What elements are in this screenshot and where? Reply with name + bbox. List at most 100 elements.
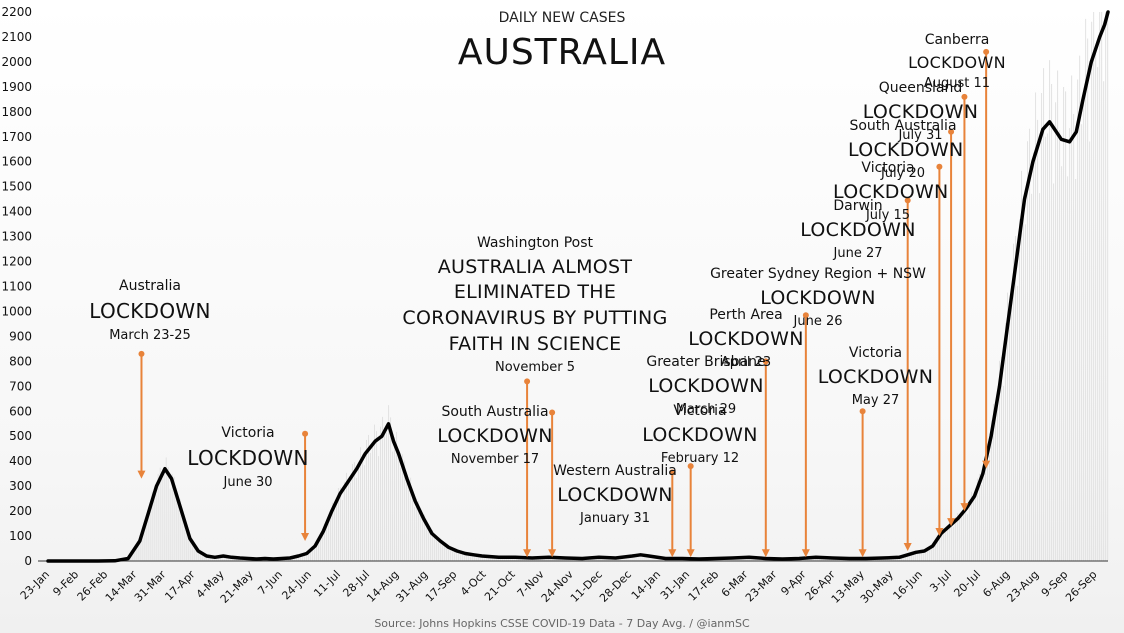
annotation-region: Victoria xyxy=(673,403,727,419)
annotation-region: Canberra xyxy=(924,32,990,48)
annotation-region: Australia xyxy=(119,278,181,294)
x-tick-label: 30-May xyxy=(858,568,896,606)
x-tick-label: 17-Apr xyxy=(162,568,198,604)
arrow-head xyxy=(960,503,969,512)
annotation-date: April 23 xyxy=(720,355,772,371)
y-tick-label: 600 xyxy=(9,404,32,418)
annotation-region: South Australia xyxy=(441,404,549,420)
annotation-headline: LOCKDOWN xyxy=(862,100,979,123)
y-tick-label: 1200 xyxy=(1,255,32,269)
y-tick-label: 1600 xyxy=(1,155,32,169)
x-tick-label: 17-Feb xyxy=(686,568,722,604)
y-tick-label: 300 xyxy=(9,479,32,493)
y-tick-label: 1000 xyxy=(1,304,32,318)
annotation-block: Perth Area LOCKDOWN April 23 xyxy=(676,308,816,370)
annotation-region: Darwin xyxy=(833,198,883,214)
arrow-dot xyxy=(549,409,556,416)
annotation-block: Western Australia LOCKDOWN January 31 xyxy=(545,464,685,526)
x-tick-label: 31-Aug xyxy=(393,568,430,605)
annotation-region: Perth Area xyxy=(709,307,783,323)
x-tick-label: 23-Aug xyxy=(1004,568,1041,605)
y-tick-label: 100 xyxy=(9,529,32,543)
y-tick-label: 200 xyxy=(9,504,32,518)
x-tick-label: 20-Jul xyxy=(951,568,983,600)
annotation-headline: LOCKDOWN xyxy=(908,52,1006,72)
arrow-head xyxy=(947,518,956,527)
annotation-block: Victoria LOCKDOWN July 15 xyxy=(833,160,949,224)
annotation-block: Greater Sydney Region + NSW LOCKDOWN June … xyxy=(708,267,928,329)
x-tick-label: 21-May xyxy=(218,568,256,606)
annotation-region: Victoria xyxy=(848,345,903,361)
annotation-region: Greater Brisbane xyxy=(646,354,766,370)
annotation-date: June 27 xyxy=(833,246,883,262)
arrow-head xyxy=(523,549,532,558)
annotation-block: Greater Brisbane LOCKDOWN March 29 xyxy=(636,355,776,417)
arrow-head xyxy=(686,549,695,558)
x-tick-label: 23-Mar xyxy=(743,568,780,605)
arrow-head xyxy=(858,549,867,558)
x-tick-label: 16-Jun xyxy=(891,568,926,603)
annotation-headline: LOCKDOWN xyxy=(187,445,309,470)
annotation-headline: LOCKDOWN xyxy=(688,327,804,350)
y-tick-label: 2000 xyxy=(1,55,32,69)
arrow-dot xyxy=(961,93,968,100)
arrow-dot xyxy=(904,197,911,204)
arrow-dot xyxy=(302,430,309,437)
x-tick-label: 26-Sep xyxy=(1063,568,1100,605)
arrow-dot xyxy=(669,469,676,476)
arrow-head xyxy=(801,549,810,558)
annotation-headline: LOCKDOWN xyxy=(89,298,211,323)
y-tick-label: 1300 xyxy=(1,230,32,244)
annotation-block: South Australia LOCKDOWN November 17 xyxy=(430,405,560,467)
chart-source: Source: Johns Hopkins CSSE COVID-19 Data… xyxy=(374,617,750,630)
x-tick-label: 17-Sep xyxy=(423,568,460,605)
arrow-dot xyxy=(983,48,990,55)
annotation-region: Queensland xyxy=(878,80,963,96)
annotation-block: Victoria LOCKDOWN February 12 xyxy=(625,404,775,466)
y-tick-label: 2100 xyxy=(1,30,32,44)
arrow-head xyxy=(903,543,912,552)
y-tick-label: 1700 xyxy=(1,130,32,144)
y-tick-label: 1900 xyxy=(1,80,32,94)
annotation-date: July 15 xyxy=(865,208,911,224)
annotation-headline: LOCKDOWN xyxy=(648,374,764,397)
annotation-region: Western Australia xyxy=(553,463,677,479)
arrow-head xyxy=(982,460,991,469)
annotation-block: Darwin LOCKDOWN June 27 xyxy=(788,199,928,261)
annotation-region: Victoria xyxy=(861,160,915,176)
series-line xyxy=(46,10,1110,563)
annotation-date: June 30 xyxy=(223,474,273,490)
annotation-date: May 27 xyxy=(851,393,900,409)
y-tick-label: 1400 xyxy=(1,205,32,219)
x-tick-label: 23-Jan xyxy=(18,568,52,602)
x-tick-label: 24-Jun xyxy=(279,568,314,603)
annotation-region: Greater Sydney Region + NSW xyxy=(710,266,926,282)
annotation-date: March 23-25 xyxy=(109,327,191,343)
x-tick-label: 28-Dec xyxy=(597,568,634,605)
arrow-dot xyxy=(762,358,769,365)
chart-subtitle: DAILY NEW CASES xyxy=(498,10,626,26)
chart-title: AUSTRALIA xyxy=(457,32,667,73)
arrow-head xyxy=(137,470,146,479)
arrow-head xyxy=(668,549,677,558)
annotation-region: Washington Post xyxy=(476,235,593,251)
annotation-headline: LOCKDOWN xyxy=(642,423,758,446)
arrow-dot xyxy=(859,408,866,415)
y-tick-label: 1100 xyxy=(1,280,32,294)
y-tick-label: 1800 xyxy=(1,105,32,119)
arrow-dot xyxy=(948,128,955,135)
y-tick-label: 2200 xyxy=(1,5,32,19)
annotation-block: Washington Post AUSTRALIA ALMOST ELIMINAT… xyxy=(385,236,685,375)
annotation-date: November 5 xyxy=(494,360,576,376)
annotation-block: Queensland LOCKDOWN July 31 xyxy=(858,81,983,143)
y-tick-label: 500 xyxy=(9,429,32,443)
x-tick-label: 3-Jul xyxy=(927,568,954,595)
annotation-headline: LOCKDOWN xyxy=(833,180,949,203)
arrow-dot xyxy=(936,163,943,170)
arrow-head xyxy=(761,549,770,558)
annotation-headline: AUSTRALIA ALMOST ELIMINATED THE CORONAVI… xyxy=(402,255,668,355)
x-tick-label: 21-Oct xyxy=(482,567,518,603)
y-tick-label: 700 xyxy=(9,379,32,393)
x-tick-label: 11-Jul xyxy=(311,568,343,600)
